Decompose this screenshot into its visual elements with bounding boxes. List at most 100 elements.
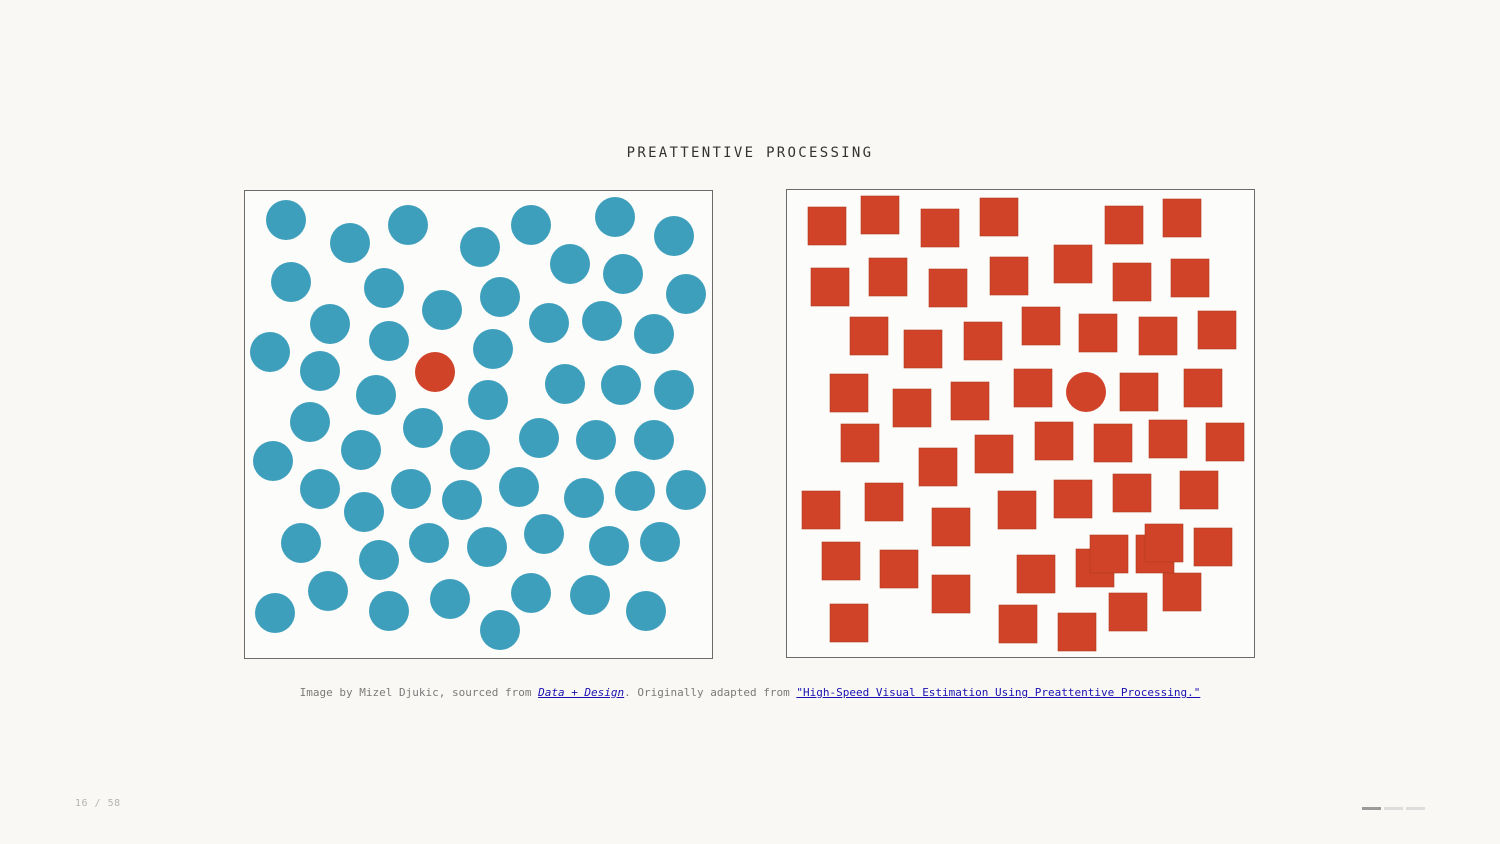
progress-segment	[1362, 807, 1381, 810]
distractor-circle	[250, 332, 290, 372]
distractor-circle	[330, 223, 370, 263]
distractor-circle	[359, 540, 399, 580]
distractor-circle	[341, 430, 381, 470]
distractor-circle	[388, 205, 428, 245]
distractor-square	[801, 490, 841, 530]
distractor-circle	[666, 470, 706, 510]
distractor-circle	[364, 268, 404, 308]
distractor-circle	[564, 478, 604, 518]
distractor-square	[1104, 205, 1144, 245]
distractor-square	[1021, 306, 1061, 346]
caption-middle: . Originally adapted from	[624, 686, 797, 699]
distractor-square	[821, 541, 861, 581]
distractor-circle	[595, 197, 635, 237]
squares-figure	[801, 195, 1245, 652]
distractor-circle	[369, 591, 409, 631]
distractor-square	[1016, 554, 1056, 594]
distractor-circle	[499, 467, 539, 507]
distractor-square	[1119, 372, 1159, 412]
distractor-square	[1162, 198, 1202, 238]
distractor-circle	[391, 469, 431, 509]
distractor-square	[1179, 470, 1219, 510]
distractor-square	[1108, 592, 1148, 632]
distractor-square	[997, 490, 1037, 530]
distractor-square	[1197, 310, 1237, 350]
distractor-circle	[450, 430, 490, 470]
distractor-circle	[422, 290, 462, 330]
distractor-circle	[480, 610, 520, 650]
distractor-square	[807, 206, 847, 246]
distractor-square	[903, 329, 943, 369]
distractor-circle	[442, 480, 482, 520]
paper-link[interactable]: "High-Speed Visual Estimation Using Prea…	[796, 686, 1201, 699]
distractor-circle	[369, 321, 409, 361]
distractor-circle	[253, 441, 293, 481]
distractor-square	[1112, 473, 1152, 513]
distractor-square	[860, 195, 900, 235]
distractor-square	[1013, 368, 1053, 408]
target-circle	[415, 352, 455, 392]
distractor-circle	[634, 314, 674, 354]
distractor-circle	[601, 365, 641, 405]
distractor-square	[1093, 423, 1133, 463]
distractor-square	[868, 257, 908, 297]
distractor-square	[1053, 244, 1093, 284]
circles-figure	[250, 197, 706, 650]
distractor-square	[989, 256, 1029, 296]
caption-prefix: Image by Mizel Djukic, sourced from	[299, 686, 539, 699]
distractor-circle	[271, 262, 311, 302]
target-circle	[1066, 372, 1106, 412]
distractor-circle	[603, 254, 643, 294]
distractor-circle	[511, 205, 551, 245]
distractor-circle	[640, 522, 680, 562]
distractor-square	[1034, 421, 1074, 461]
distractor-circle	[409, 523, 449, 563]
distractor-square	[1089, 534, 1129, 574]
distractor-circle	[403, 408, 443, 448]
distractor-square	[810, 267, 850, 307]
distractor-square	[1144, 523, 1184, 563]
distractor-square	[879, 549, 919, 589]
distractor-square	[928, 268, 968, 308]
distractor-square	[1057, 612, 1097, 652]
distractor-circle	[467, 527, 507, 567]
distractor-square	[829, 373, 869, 413]
slide-progress	[1362, 807, 1425, 810]
distractor-square	[920, 208, 960, 248]
distractor-circle	[290, 402, 330, 442]
distractor-square	[864, 482, 904, 522]
distractor-square	[918, 447, 958, 487]
progress-segment	[1406, 807, 1425, 810]
distractor-circle	[626, 591, 666, 631]
distractor-square	[892, 388, 932, 428]
image-caption: Image by Mizel Djukic, sourced from Data…	[0, 686, 1500, 699]
distractor-square	[829, 603, 869, 643]
distractor-square	[1138, 316, 1178, 356]
distractor-circle	[550, 244, 590, 284]
distractor-square	[1170, 258, 1210, 298]
distractor-circle	[310, 304, 350, 344]
distractor-square	[1162, 572, 1202, 612]
distractor-circle	[300, 351, 340, 391]
distractor-circle	[576, 420, 616, 460]
distractor-circle	[308, 571, 348, 611]
distractor-square	[931, 507, 971, 547]
slide-title: PREATTENTIVE PROCESSING	[626, 145, 874, 161]
distractor-square	[1193, 527, 1233, 567]
color-target-panel	[244, 190, 713, 659]
progress-segment	[1384, 807, 1403, 810]
distractor-circle	[615, 471, 655, 511]
distractor-square	[1205, 422, 1245, 462]
distractor-circle	[511, 573, 551, 613]
distractor-square	[950, 381, 990, 421]
distractor-circle	[356, 375, 396, 415]
distractor-square	[1112, 262, 1152, 302]
distractor-circle	[545, 364, 585, 404]
distractor-circle	[344, 492, 384, 532]
data-design-link[interactable]: Data + Design	[538, 686, 625, 699]
distractor-square	[1148, 419, 1188, 459]
distractor-square	[931, 574, 971, 614]
shape-target-panel	[786, 189, 1255, 658]
distractor-circle	[300, 469, 340, 509]
